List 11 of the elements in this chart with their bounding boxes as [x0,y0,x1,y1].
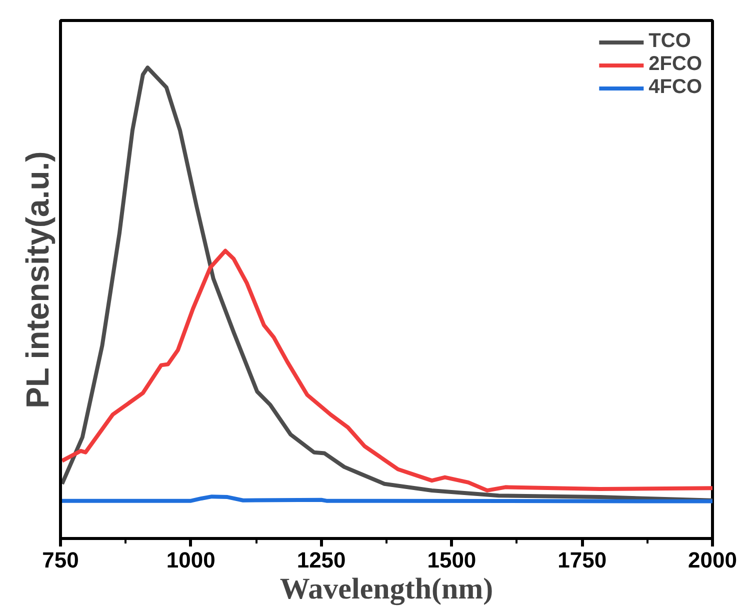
legend-label: TCO [648,30,691,53]
legend-label: 4FCO [648,76,702,99]
legend-label: 2FCO [648,53,702,76]
x-axis-title: Wavelength(nm) [280,572,494,606]
y-axis-title: PL intensity(a.u.) [20,151,56,408]
x-tick-label: 1250 [296,548,346,572]
x-tick-label: 1500 [427,548,476,572]
x-tick-label: 1750 [558,548,607,572]
x-tick-label: 750 [42,548,79,572]
x-tick-label: 2000 [688,548,737,572]
x-tick-label: 1000 [166,548,216,572]
